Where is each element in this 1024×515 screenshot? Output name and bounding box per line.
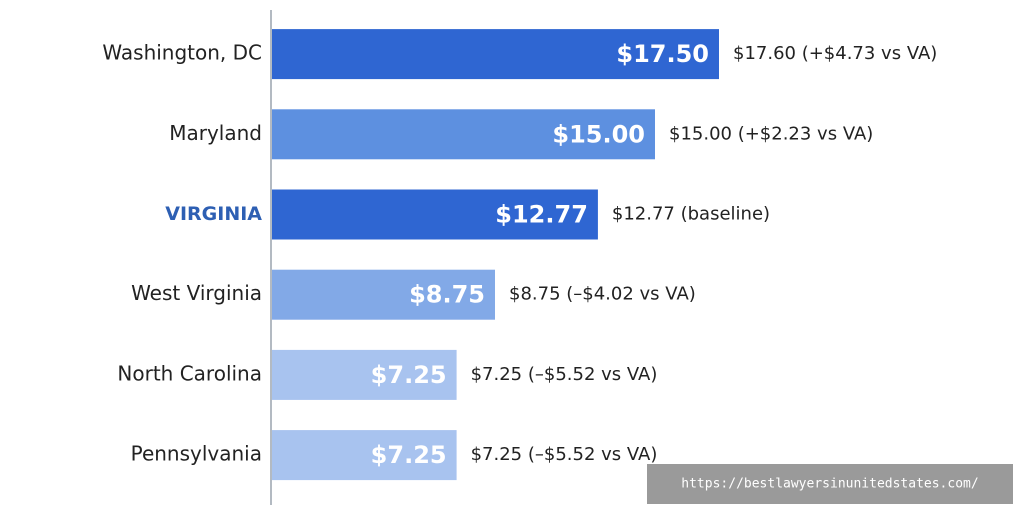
value-label: $17.50 <box>616 40 709 68</box>
category-label: Washington, DC <box>102 41 262 65</box>
annotation: $7.25 (–$5.52 vs VA) <box>471 444 658 465</box>
annotation: $7.25 (–$5.52 vs VA) <box>471 364 658 385</box>
bar <box>272 29 719 80</box>
value-label: $8.75 <box>409 281 485 309</box>
category-label: VIRGINIA <box>165 203 262 225</box>
value-label: $7.25 <box>371 441 447 469</box>
annotation: $12.77 (baseline) <box>612 204 770 225</box>
category-label: West Virginia <box>131 281 262 305</box>
annotation: $8.75 (–$4.02 vs VA) <box>509 284 696 305</box>
watermark: https://bestlawyersinunitedstates.com/ <box>681 477 978 492</box>
value-label: $12.77 <box>495 201 588 229</box>
bar <box>272 430 457 481</box>
annotation: $17.60 (+$4.73 vs VA) <box>733 43 937 64</box>
bar <box>272 269 495 320</box>
watermark-box <box>647 464 1013 504</box>
plot: Washington, DC $17.50 $17.60 (+$4.73 vs VA… <box>102 29 937 481</box>
bar <box>272 109 655 160</box>
value-label: $15.00 <box>552 120 645 148</box>
category-label: Pennsylvania <box>131 442 262 466</box>
bar <box>272 189 598 240</box>
value-label: $7.25 <box>371 361 447 389</box>
annotation: $15.00 (+$2.23 vs VA) <box>669 123 873 144</box>
category-label: North Carolina <box>117 361 262 385</box>
category-label: Maryland <box>169 121 262 145</box>
bar <box>272 349 457 400</box>
